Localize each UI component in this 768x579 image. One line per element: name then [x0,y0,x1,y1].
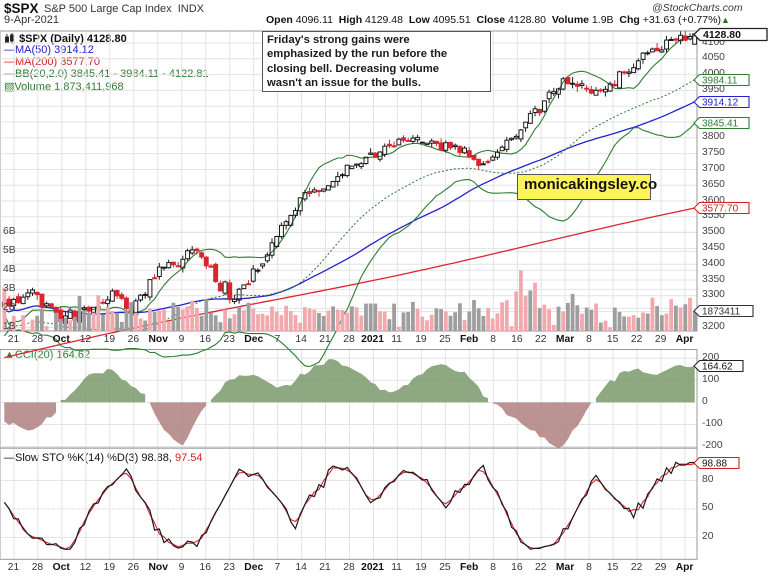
svg-text:3577.70: 3577.70 [702,204,739,215]
svg-text:164.62: 164.62 [702,362,733,373]
svg-text:3984.11: 3984.11 [702,75,738,86]
svg-text:4128.80: 4128.80 [703,29,741,41]
svg-text:3914.12: 3914.12 [702,97,739,108]
svg-text:98.88: 98.88 [702,458,727,469]
svg-text:3845.41: 3845.41 [702,119,739,130]
svg-text:1873411: 1873411 [702,307,741,318]
